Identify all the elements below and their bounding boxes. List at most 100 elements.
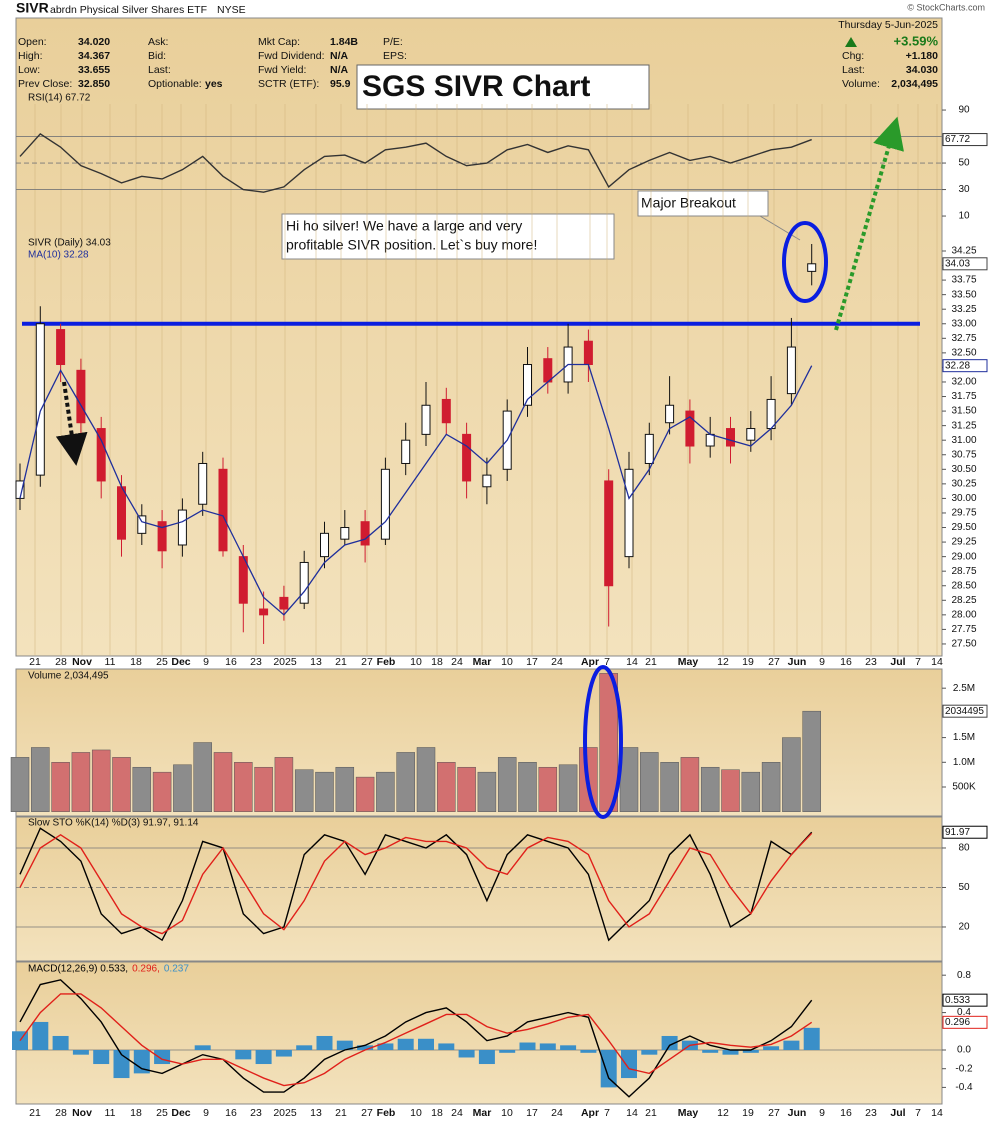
x-tick-label: 24 <box>551 1107 563 1119</box>
candle-body <box>807 263 817 272</box>
candle-body <box>705 433 715 447</box>
last-value-label: 67.72 <box>945 134 970 145</box>
x-tick-label: 7 <box>915 656 921 668</box>
volume-bar <box>193 742 212 812</box>
last-value-label: 32.28 <box>945 360 970 371</box>
x-tick-label: 14 <box>931 1107 943 1119</box>
x-tick-label: 7 <box>604 1107 610 1119</box>
y-tick-label: 500K <box>952 782 976 793</box>
y-tick-label: 32.75 <box>951 333 976 344</box>
field-label: P/E: <box>383 36 403 48</box>
field-value: 34.030 <box>906 64 938 76</box>
x-tick-label: 14 <box>626 1107 638 1119</box>
x-tick-label: 13 <box>310 1107 322 1119</box>
field-label: Mkt Cap: <box>258 36 300 48</box>
field-value: N/A <box>330 50 349 62</box>
field-value: 95.9 <box>330 78 351 90</box>
y-tick-label: 30.75 <box>951 449 976 460</box>
candle-body <box>624 468 634 558</box>
field-label: Last: <box>148 64 171 76</box>
volume-bar <box>457 766 476 812</box>
histogram-bar <box>357 1045 374 1050</box>
x-tick-label: Nov <box>72 1107 92 1119</box>
comment-line: Hi ho silver! We have a large and very <box>286 218 522 234</box>
x-tick-label: 7 <box>604 656 610 668</box>
volume-bar <box>213 752 233 812</box>
x-tick-label: 9 <box>819 1107 825 1119</box>
x-tick-label: 14 <box>931 656 943 668</box>
x-tick-label: Jun <box>788 1107 807 1119</box>
field-value: 2,034,495 <box>891 78 938 90</box>
candle-body <box>462 433 472 482</box>
x-tick-label: 10 <box>410 1107 422 1119</box>
volume-bar <box>132 766 152 812</box>
x-tick-label: 21 <box>335 1107 347 1119</box>
histogram-bar <box>336 1040 353 1050</box>
volume-bar <box>437 762 456 812</box>
breakout-label: Major Breakout <box>641 195 736 211</box>
field-label: Fwd Yield: <box>258 64 306 76</box>
x-tick-label: 10 <box>501 1107 513 1119</box>
last-value-label: 0.296 <box>945 1017 970 1028</box>
x-tick-label: 2025 <box>273 656 297 668</box>
x-tick-label: 10 <box>501 656 513 668</box>
histogram-bar <box>661 1035 678 1050</box>
last-value-label: 0.533 <box>945 995 970 1006</box>
volume-bar <box>254 766 273 812</box>
y-tick-label: -0.2 <box>955 1063 973 1074</box>
y-tick-label: 29.50 <box>951 522 976 533</box>
volume-bar <box>660 762 679 812</box>
y-tick-label: 28.25 <box>951 595 976 606</box>
histogram-bar <box>560 1045 577 1050</box>
volume-bar <box>10 757 30 812</box>
volume-bar <box>497 757 517 812</box>
x-tick-label: 25 <box>156 656 168 668</box>
legend-entry: 0.237 <box>164 964 189 975</box>
y-tick-label: 30.00 <box>951 493 976 504</box>
x-tick-label: 27 <box>768 1107 780 1119</box>
x-tick-label: 27 <box>361 656 373 668</box>
y-tick-label: 30 <box>958 184 970 195</box>
last-value-label: 2034495 <box>945 706 984 717</box>
y-tick-label: 27.50 <box>951 639 976 650</box>
field-value: 33.655 <box>78 64 110 76</box>
security-name: abrdn Physical Silver Shares ETF <box>50 4 207 16</box>
volume-bar <box>416 747 436 812</box>
last-value-label: 34.03 <box>945 258 970 269</box>
y-tick-label: 30.50 <box>951 464 976 475</box>
x-tick-label: 11 <box>105 656 116 668</box>
highlight-circle <box>583 665 623 819</box>
histogram-bar <box>154 1049 171 1065</box>
y-tick-label: 20 <box>958 922 970 933</box>
volume-bar <box>234 762 253 812</box>
candle-body <box>380 468 390 540</box>
y-tick-label: 33.75 <box>951 275 976 286</box>
y-tick-label: 33.25 <box>951 304 976 315</box>
title: SGS SIVR Chart <box>362 70 590 103</box>
line-series <box>19 132 812 193</box>
y-tick-label: 31.00 <box>951 435 976 446</box>
histogram-bar <box>783 1040 800 1050</box>
x-tick-label: 21 <box>335 656 347 668</box>
histogram-bar <box>438 1043 455 1050</box>
volume-bar <box>761 762 781 812</box>
x-tick-label: 19 <box>742 1107 754 1119</box>
y-tick-label: 31.75 <box>951 391 976 402</box>
histogram-bar <box>133 1049 150 1074</box>
field-label: Ask: <box>148 36 168 48</box>
x-tick-label: 27 <box>768 656 780 668</box>
y-tick-label: 32.00 <box>951 377 976 388</box>
y-tick-label: 28.50 <box>951 580 976 591</box>
volume-bar <box>741 771 761 812</box>
volume-bar <box>91 749 111 812</box>
legend-entry: MACD(12,26,9) 0.533, <box>28 964 128 975</box>
histogram-bar <box>418 1038 434 1050</box>
x-tick-label: 21 <box>645 1107 657 1119</box>
y-tick-label: 29.00 <box>951 551 976 562</box>
x-tick-label: Mar <box>473 656 492 668</box>
histogram-bar <box>702 1049 719 1053</box>
field-label: Low: <box>18 64 40 76</box>
candle-body <box>685 410 695 447</box>
field-label: Prev Close: <box>18 78 72 90</box>
